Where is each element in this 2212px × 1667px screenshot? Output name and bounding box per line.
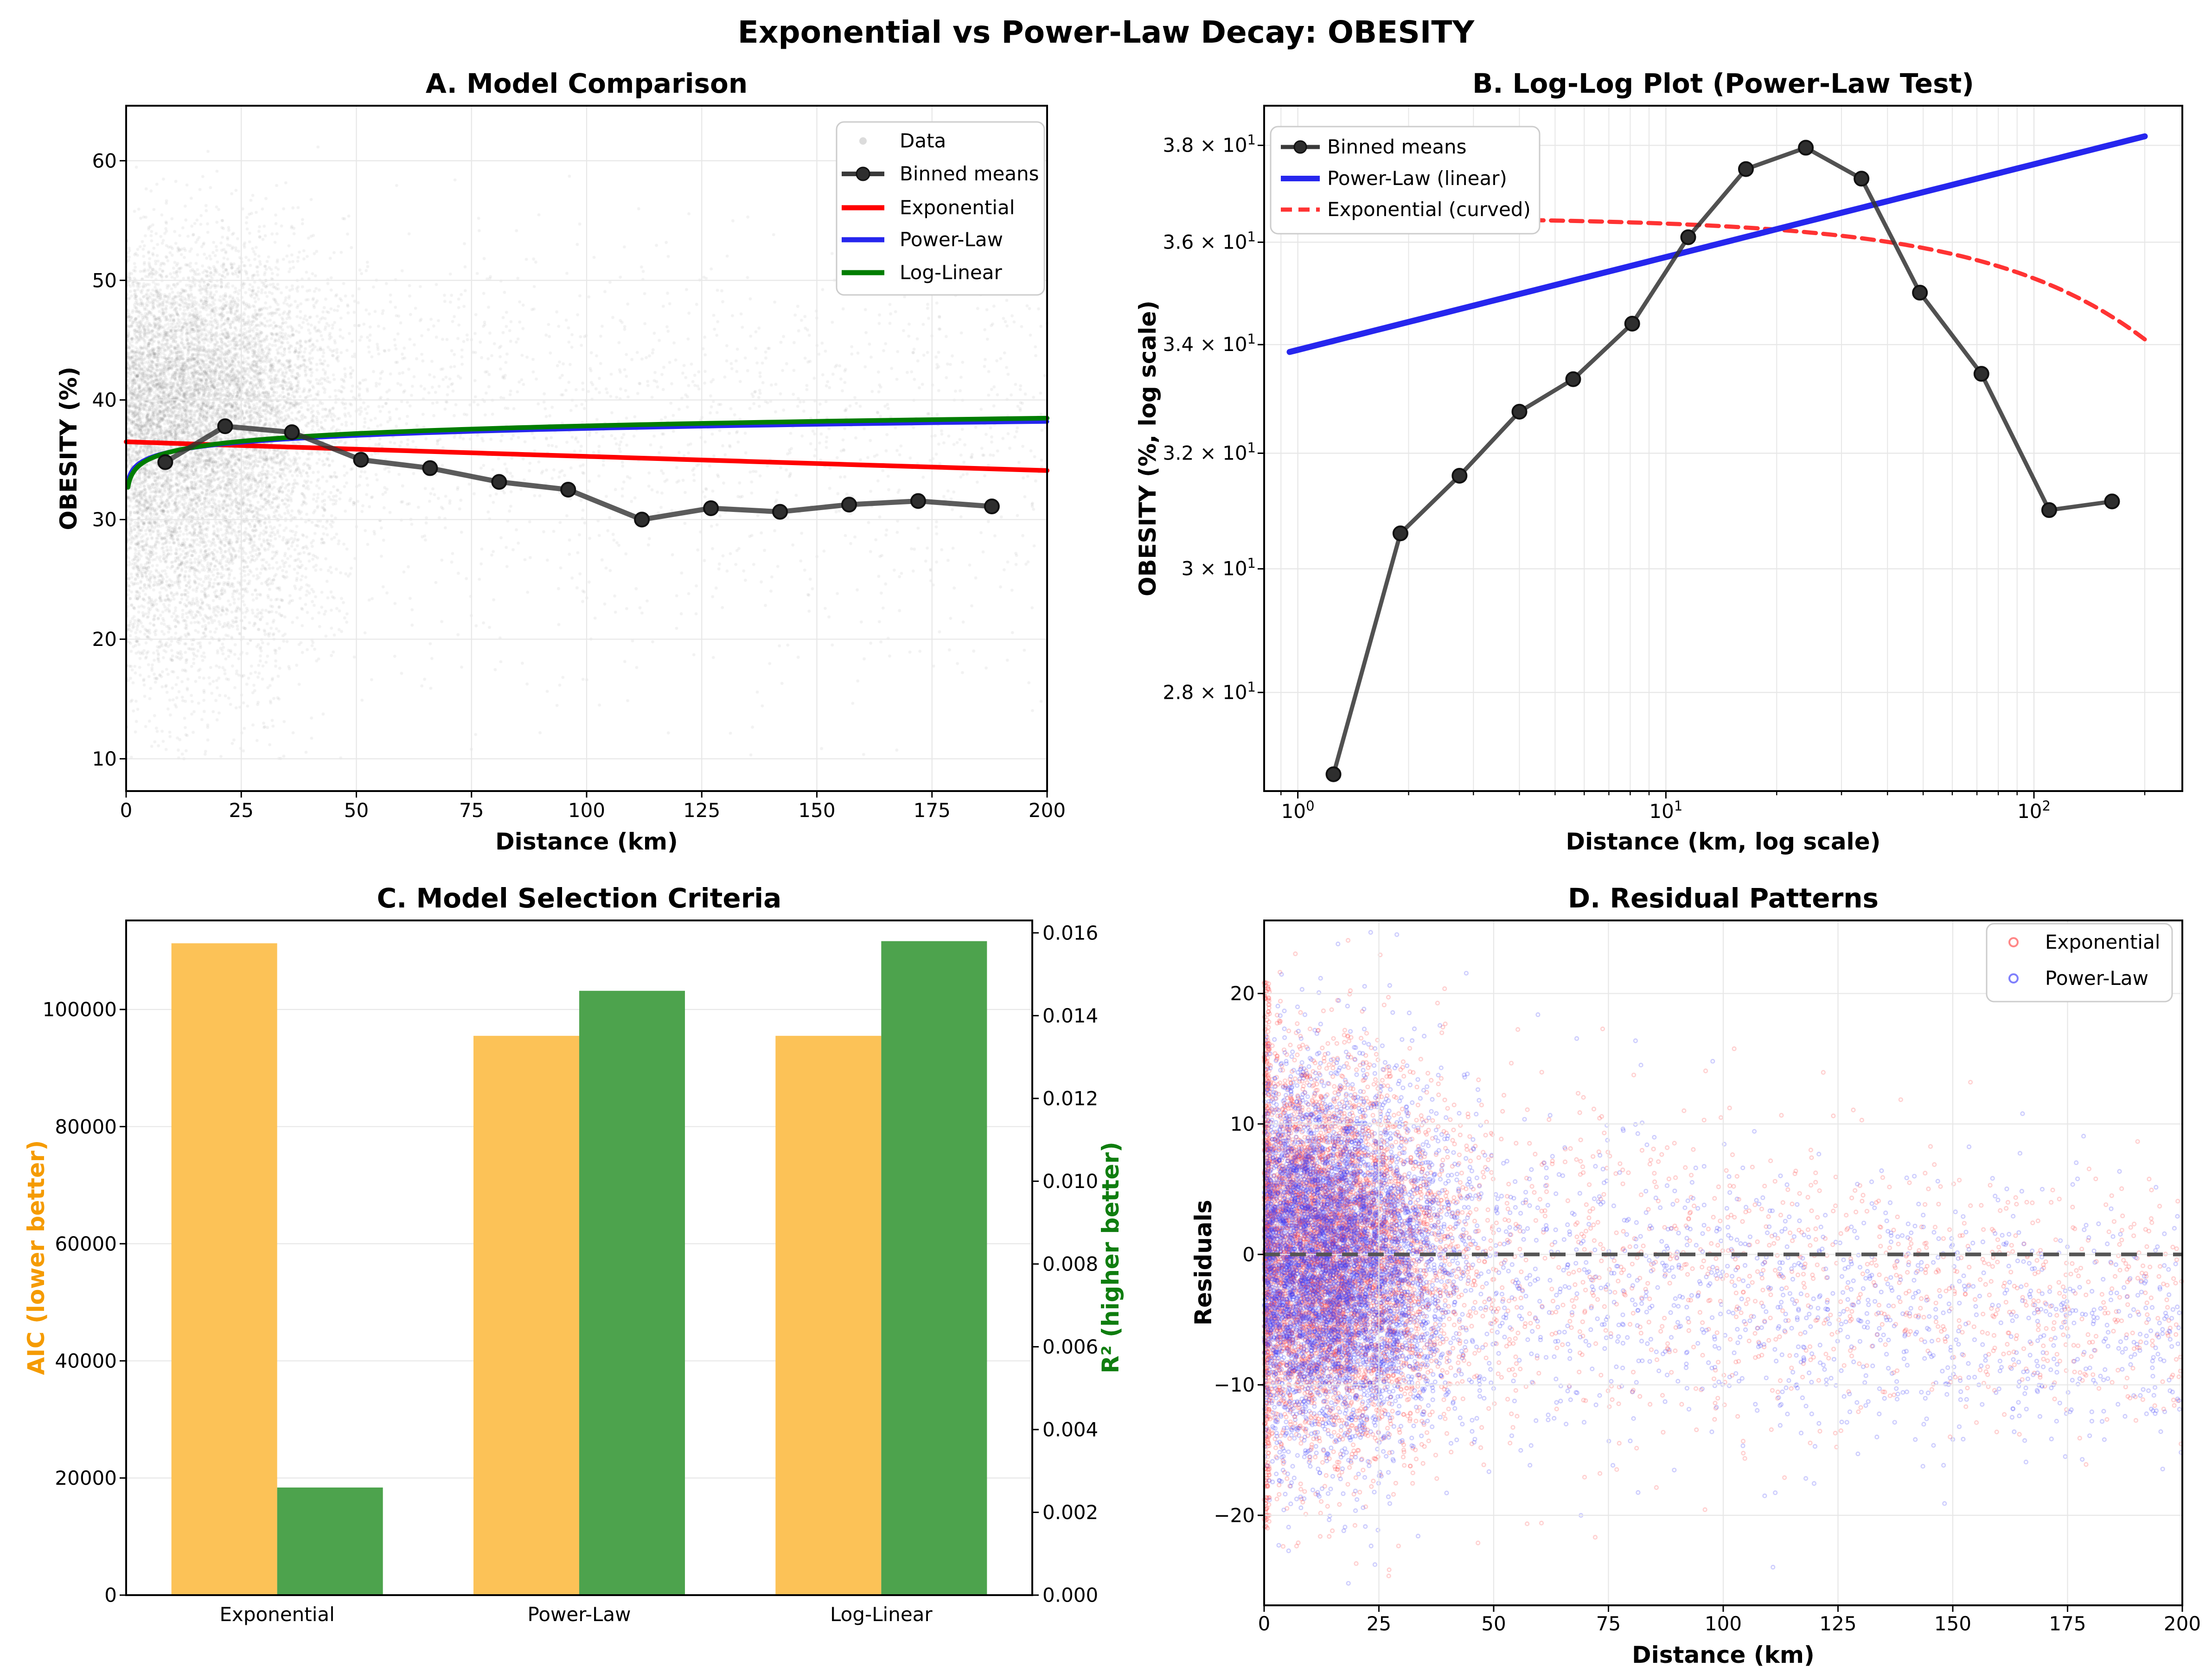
svg-text:25: 25 [229,799,254,822]
svg-text:175: 175 [2049,1612,2086,1635]
svg-text:3 × 101: 3 × 101 [1181,556,1256,580]
legend-scatter-marker-icon [859,137,867,145]
svg-text:0.008: 0.008 [1042,1253,1098,1276]
panel-d-ylabel: Residuals [1190,1200,1217,1325]
svg-text:0.016: 0.016 [1042,921,1098,944]
svg-text:125: 125 [683,799,720,822]
legend-binned-marker-icon [1293,140,1307,154]
svg-text:20: 20 [92,628,117,651]
figure-title: Exponential vs Power-Law Decay: OBESITY [738,14,1475,50]
svg-text:10: 10 [1230,1113,1255,1136]
panel-c-left-axis-label: AIC (lower better) [23,1140,50,1375]
panel-c-right-axis-label: R² (higher better) [1097,1142,1124,1373]
svg-text:2.8 × 101: 2.8 × 101 [1163,679,1256,703]
panel-b-legend: Binned means Power-Law (linear) Exponent… [1270,126,1541,235]
svg-text:0.004: 0.004 [1042,1418,1098,1441]
svg-text:25: 25 [1367,1612,1391,1635]
panel-b-ylabel: OBESITY (%, log scale) [1134,300,1161,596]
svg-text:175: 175 [914,799,951,822]
svg-text:0.006: 0.006 [1042,1335,1098,1358]
panel-a-title: A. Model Comparison [426,68,748,99]
svg-text:101: 101 [1649,798,1682,823]
panel-d-legend-exponential: Exponential [2045,931,2160,953]
svg-text:150: 150 [798,799,835,822]
svg-text:200: 200 [2164,1612,2201,1635]
panel-d-legend: Exponential Power-Law [1986,923,2173,1003]
svg-text:60000: 60000 [55,1233,117,1255]
svg-text:0: 0 [1242,1243,1255,1266]
svg-text:0.014: 0.014 [1042,1004,1098,1027]
svg-text:50: 50 [344,799,369,822]
legend-binned-marker-icon [856,166,870,181]
panel-d-legend-powerlaw: Power-Law [2045,967,2148,990]
svg-text:3.4 × 101: 3.4 × 101 [1163,331,1256,356]
svg-text:−10: −10 [1214,1373,1255,1396]
svg-text:100000: 100000 [43,998,117,1021]
svg-text:30: 30 [92,508,117,531]
svg-text:150: 150 [1934,1612,1971,1635]
panel-a-legend-title: Data [900,129,946,152]
legend-powerlaw-dot-icon [2008,973,2019,984]
svg-text:50: 50 [1481,1612,1506,1635]
svg-text:100: 100 [568,799,605,822]
svg-text:75: 75 [459,799,484,822]
panel-d-title: D. Residual Patterns [1568,882,1879,914]
svg-text:20000: 20000 [55,1467,117,1489]
svg-text:3.6 × 101: 3.6 × 101 [1163,229,1256,253]
panel-d-xlabel: Distance (km) [1632,1641,1815,1667]
svg-text:0: 0 [120,799,133,822]
panel-b-legend-box [1270,126,1541,235]
panel-a-legend-exponential: Exponential [900,196,1015,219]
svg-text:0.002: 0.002 [1042,1501,1098,1524]
panel-b-legend-binned: Binned means [1327,135,1467,158]
panel-c-plot: Exponential Power-Law Log-Linear 0 20000 4000… [43,920,1098,1626]
svg-text:0.010: 0.010 [1042,1170,1098,1193]
panel-c-category-label: Exponential [219,1603,334,1626]
svg-text:100: 100 [1281,798,1315,823]
panel-c-category-label: Log-Linear [830,1603,933,1626]
svg-text:3.2 × 101: 3.2 × 101 [1163,440,1256,464]
svg-text:50: 50 [92,269,117,292]
svg-text:−20: −20 [1214,1504,1255,1527]
panel-a-legend: Data Binned means Exponential Power-Law … [836,121,1045,296]
svg-text:40: 40 [92,389,117,411]
panel-a-xlabel: Distance (km) [495,828,678,855]
panel-a-legend-loglinear: Log-Linear [900,261,1002,284]
svg-text:3.8 × 101: 3.8 × 101 [1163,132,1256,156]
panel-b-title: B. Log-Log Plot (Power-Law Test) [1472,68,1974,99]
svg-text:200: 200 [1029,799,1066,822]
legend-exponential-dot-icon [2008,937,2019,947]
svg-text:20: 20 [1230,982,1255,1005]
svg-text:0: 0 [1258,1612,1271,1635]
panel-d-legend-box [1986,923,2173,1003]
svg-text:102: 102 [2017,798,2051,823]
panel-b-legend-exponential: Exponential (curved) [1327,198,1531,221]
panel-a-legend-box [836,121,1045,296]
panel-c-title: C. Model Selection Criteria [377,882,782,914]
panel-a-legend-binned: Binned means [900,162,1039,185]
panel-a-legend-powerlaw: Power-Law [900,228,1003,251]
svg-text:75: 75 [1596,1612,1621,1635]
svg-text:10: 10 [92,747,117,770]
svg-text:0.000: 0.000 [1042,1584,1098,1607]
panel-b-legend-powerlaw: Power-Law (linear) [1327,167,1507,190]
panel-a-ylabel: OBESITY (%) [55,367,82,530]
svg-text:60: 60 [92,149,117,172]
svg-text:80000: 80000 [55,1115,117,1138]
svg-text:0: 0 [104,1584,117,1607]
svg-text:40000: 40000 [55,1349,117,1372]
panel-c-category-label: Power-Law [528,1603,631,1626]
panel-a-plot: 0 25 50 75 100 125 150 175 200 10 20 30 40 50 60 [92,105,1066,822]
panel-d-plot: 0 25 50 75 100 125 150 175 200 −20 −10 0 10 20 [1214,920,2201,1635]
svg-text:125: 125 [1819,1612,1856,1635]
svg-text:0.012: 0.012 [1042,1087,1098,1110]
panel-b-xlabel: Distance (km, log scale) [1566,828,1881,855]
svg-text:100: 100 [1705,1612,1742,1635]
